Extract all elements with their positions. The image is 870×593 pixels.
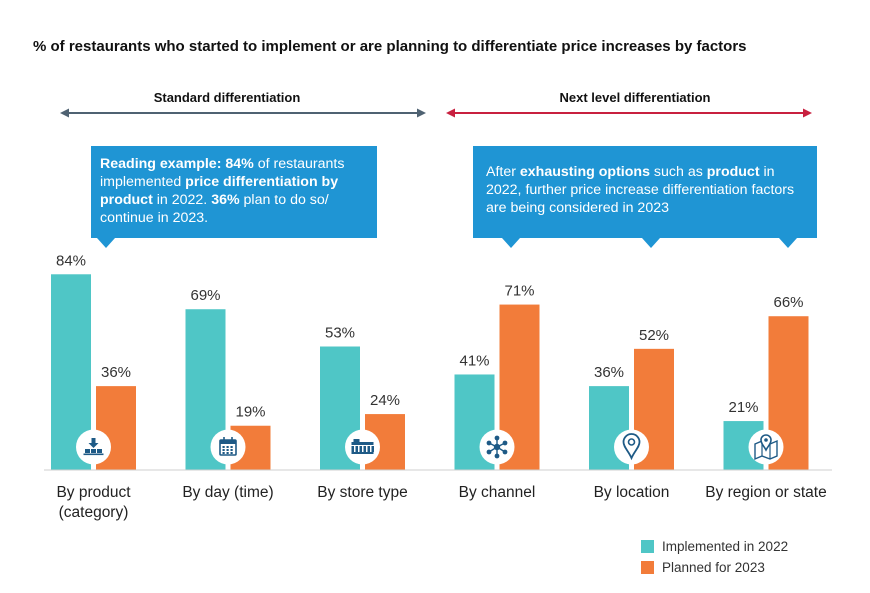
category-label: By channel (459, 484, 536, 501)
arrow-head-left-icon (60, 108, 69, 118)
bars-layer: 84% 36% 69% 19% 53% 24% 41% 71% 36% 52% 21% 66% (51, 252, 809, 470)
callout-bold-text: 36% (211, 192, 240, 208)
legend: Implemented in 2022 Planned for 2023 (641, 539, 788, 575)
legend-label: Implemented in 2022 (662, 539, 788, 554)
data-label: 36% (594, 364, 624, 381)
legend-swatch (641, 540, 654, 553)
data-label: 24% (370, 392, 400, 409)
data-label: 19% (235, 404, 265, 421)
arrow-head-right-icon (803, 108, 812, 118)
product-download-icon (76, 429, 111, 465)
data-label: 53% (325, 325, 355, 342)
arrow-head-right-icon (417, 108, 426, 118)
callout-text: in 2022, further price increase differen… (486, 164, 795, 216)
category-label: By day (time) (182, 484, 273, 501)
calendar-icon (210, 429, 246, 465)
callout-text: such as (649, 164, 707, 180)
section-label: Standard differentiation (154, 90, 301, 105)
section-label: Next level differentiation (560, 90, 711, 105)
chart-title: % of restaurants who started to implemen… (33, 38, 747, 55)
data-label: 66% (773, 294, 803, 311)
store-icon (345, 429, 380, 465)
map-pin-icon (748, 429, 784, 465)
callout-text: of restaurants implemented (100, 156, 345, 190)
data-label: 41% (459, 352, 489, 369)
category-label: (category) (59, 504, 129, 521)
data-label: 21% (728, 399, 758, 416)
callout-bold-text: Reading example: 84% (100, 156, 254, 172)
section-headers: Standard differentiation Next level diffe… (60, 90, 812, 118)
callout-text: After (486, 164, 520, 180)
data-label: 36% (101, 364, 131, 381)
category-labels: By product (category) By day (time) By stor… (56, 484, 826, 521)
category-label: By product (56, 484, 131, 501)
location-pin-icon (614, 429, 649, 465)
next-level-callout: After exhausting options such as product… (473, 146, 817, 238)
data-label: 71% (504, 283, 534, 300)
callout-bold-text: exhausting options (519, 164, 650, 180)
callout-pointer (502, 238, 520, 248)
category-label: By location (594, 484, 670, 501)
reading-example-callout: Reading example: 84% of restaurants impl… (91, 146, 377, 238)
legend-label: Planned for 2023 (662, 560, 765, 575)
callout-pointer (779, 238, 797, 248)
category-label: By region or state (705, 484, 826, 501)
callout-text: in 2022. (152, 192, 212, 208)
data-label: 52% (639, 327, 669, 344)
legend-swatch (641, 561, 654, 574)
callout-bold-text: product (706, 164, 760, 180)
arrow-head-left-icon (446, 108, 455, 118)
callout-pointer (642, 238, 660, 248)
callout-bold-text: price differentiation by product (100, 174, 339, 208)
data-label: 69% (190, 287, 220, 304)
data-label: 84% (56, 252, 86, 269)
callout-pointer (97, 238, 115, 248)
callout-text: plan to do so/ continue in 2023. (100, 192, 329, 226)
channel-network-icon (479, 429, 515, 465)
category-label: By store type (317, 484, 407, 501)
